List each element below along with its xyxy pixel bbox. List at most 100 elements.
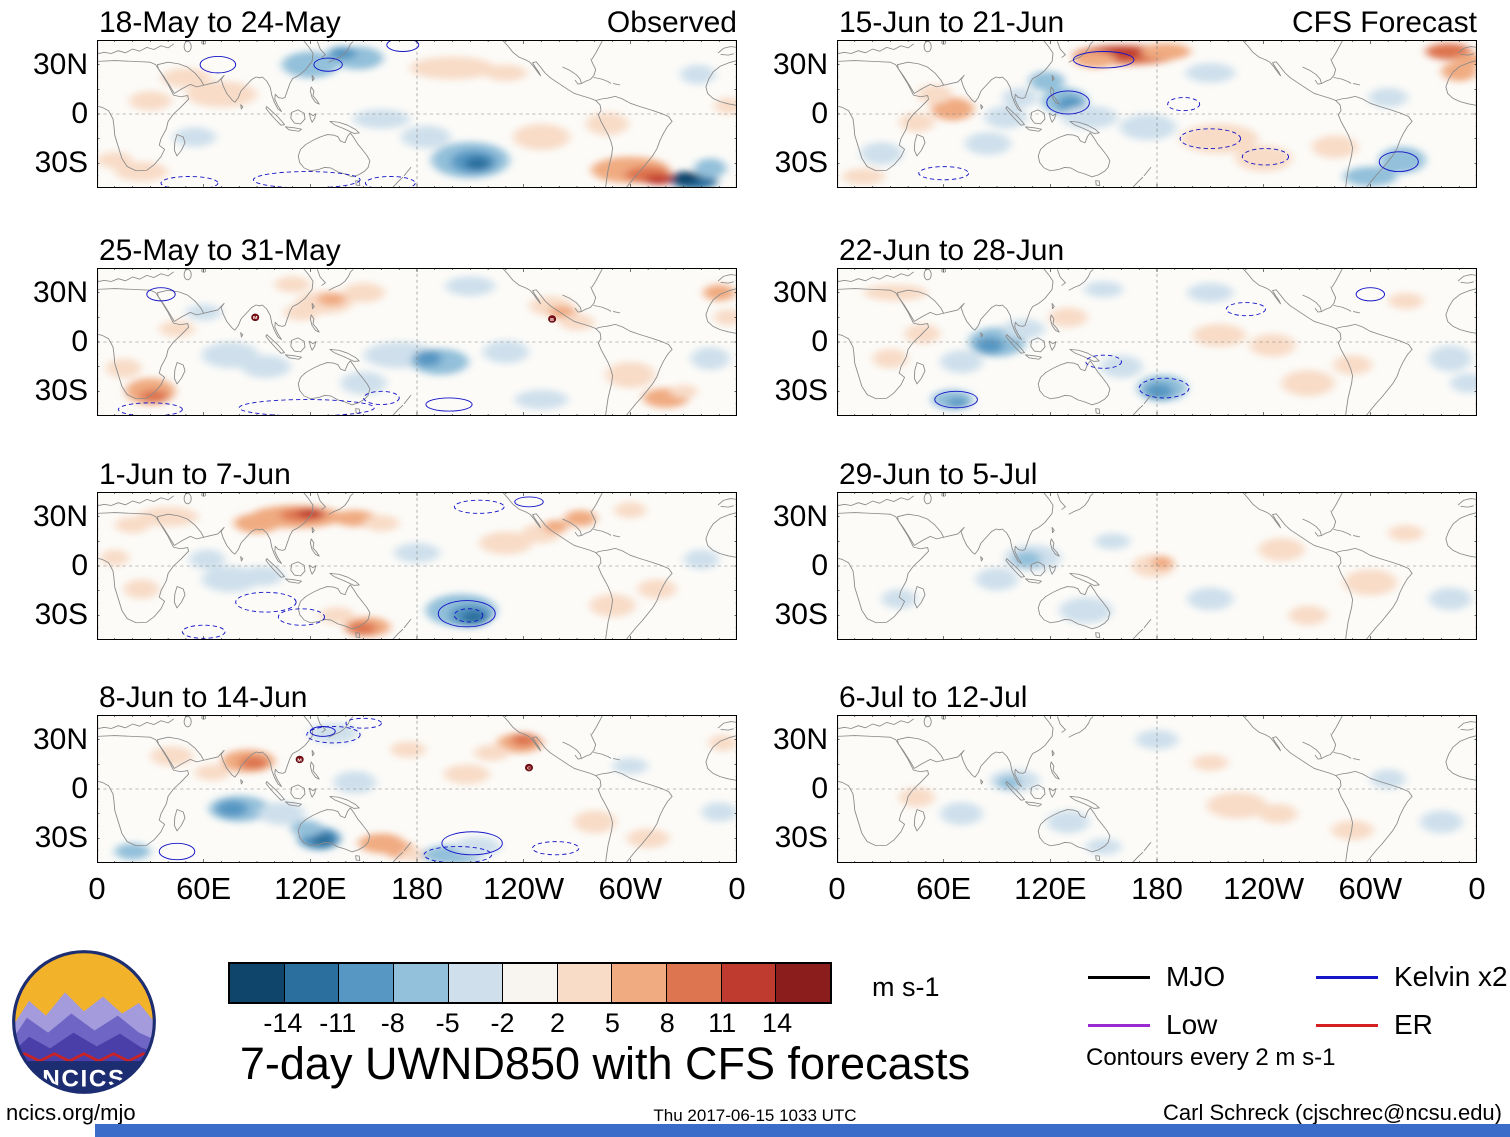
legend-label: Kelvin x2: [1394, 961, 1508, 992]
kelvin-contour: [363, 390, 400, 405]
svg-text:B: B: [550, 317, 554, 323]
kelvin-contour: [1072, 51, 1135, 69]
colorbar-tick-label: -2: [490, 1008, 515, 1038]
colorbar-segment: [447, 964, 503, 1002]
svg-text:M: M: [297, 757, 301, 763]
footer-site: ncics.org/mjo: [6, 1100, 136, 1125]
kelvin-contour: [277, 608, 326, 626]
colorbar-tick-label: 5: [604, 1008, 620, 1038]
kelvin-contour: [313, 57, 343, 72]
footer-credit: Carl Schreck (cjschrec@ncsu.edu): [1163, 1100, 1502, 1125]
x-axis-label: 120E: [274, 871, 347, 906]
y-axis-label: 0: [71, 325, 88, 358]
kelvin-contour: [306, 726, 361, 744]
kelvin-contour: [425, 397, 473, 412]
logo-red-line: [13, 1052, 155, 1063]
y-axis-label: 30N: [772, 722, 828, 756]
kelvin-contour: [453, 499, 505, 514]
kelvin-contour: [1085, 354, 1122, 369]
world-map: [837, 268, 1477, 416]
panel-date-range: 29-Jun to 5-Jul: [839, 458, 1038, 491]
panel-date-range: 6-Jul to 12-Jul: [839, 681, 1028, 714]
x-axis-label: 180: [391, 871, 443, 906]
colorbar-tick-label: 8: [659, 1008, 675, 1038]
kelvin-contour: [146, 287, 176, 302]
y-axis-label: 30S: [774, 374, 828, 408]
colorbar-segment: [392, 964, 448, 1002]
kelvin-contour: [514, 496, 544, 508]
y-axis-label: 30N: [32, 275, 88, 309]
map-panel: 25-May to 31-May 30N 0 30S M B: [12, 230, 737, 416]
legend-item: MJO: [1088, 958, 1316, 996]
kelvin-contour: [1167, 97, 1201, 112]
legend-label: Low: [1166, 1009, 1218, 1040]
world-map: MC: [97, 715, 737, 863]
kelvin-contour: [437, 600, 496, 628]
x-axis-label: 60E: [176, 871, 232, 906]
kelvin-contour: [386, 40, 420, 52]
svg-text:M: M: [253, 315, 257, 321]
kelvin-contour: [364, 176, 416, 188]
kelvin-contour: [252, 171, 361, 188]
logo-text: NCICS: [42, 1065, 126, 1092]
x-axis-label: 120W: [483, 871, 565, 906]
world-map: [97, 40, 737, 188]
x-axis-label: 0: [1468, 871, 1486, 906]
colorbar-segment: [556, 964, 612, 1002]
svg-text:C: C: [527, 766, 531, 772]
kelvin-contour: [309, 726, 336, 737]
y-axis-label: 30S: [774, 821, 828, 855]
kelvin-contour: [160, 176, 219, 188]
kelvin-contour: [345, 717, 382, 729]
world-map: [837, 492, 1477, 640]
colorbar-tick-label: 14: [762, 1008, 793, 1038]
map-panel: 18-May to 24-May Observed 30N 0 30S: [12, 2, 737, 188]
panel-source-label: Observed: [606, 6, 737, 39]
kelvin-contour: [918, 166, 970, 181]
kelvin-contour: [158, 842, 196, 861]
panel-date-range: 1-Jun to 7-Jun: [99, 458, 291, 491]
y-axis-label: 30N: [772, 47, 828, 81]
x-axis-label: 60W: [1338, 871, 1403, 906]
colorbar-tick-label: -14: [263, 1008, 303, 1038]
x-axis-label: 120E: [1014, 871, 1087, 906]
x-axis-label: 0: [728, 871, 746, 906]
colorbar-tick-label: -11: [319, 1008, 357, 1038]
panel-date-range: 15-Jun to 21-Jun: [839, 6, 1065, 39]
x-axis-label: 0: [88, 871, 106, 906]
kelvin-contour: [1378, 151, 1419, 173]
panel-date-range: 25-May to 31-May: [99, 234, 341, 267]
panel-date-range: 18-May to 24-May: [99, 6, 341, 39]
y-axis-label: 0: [71, 549, 88, 582]
map-panel: 6-Jul to 12-Jul 30N 0 30S: [752, 677, 1477, 863]
panel-source-label: CFS Forecast: [1291, 6, 1477, 39]
kelvin-contour: [934, 390, 978, 409]
colorbar: [228, 962, 832, 1004]
legend-label: MJO: [1166, 961, 1226, 992]
map-panel: 15-Jun to 21-Jun CFS Forecast 30N 0 30S: [752, 2, 1477, 188]
y-axis-label: 30S: [34, 598, 88, 632]
y-axis-label: 30S: [34, 821, 88, 855]
map-panel: 1-Jun to 7-Jun 30N 0 30S: [12, 454, 737, 640]
storm-marker: C: [524, 763, 533, 772]
x-axis-label: 60E: [916, 871, 972, 906]
bottom-blue-bar: [95, 1124, 1510, 1137]
legend-item: Low: [1088, 1006, 1316, 1044]
y-axis-label: 0: [811, 772, 828, 805]
legend-line-er: [1316, 1023, 1378, 1027]
world-map: [837, 715, 1477, 863]
legend-label: ER: [1394, 1009, 1433, 1040]
map-panel: 29-Jun to 5-Jul 30N 0 30S: [752, 454, 1477, 640]
footer-timestamp: Thu 2017-06-15 1033 UTC: [653, 1106, 857, 1125]
storm-marker: B: [548, 315, 557, 323]
kelvin-contour: [1179, 128, 1242, 149]
logo-ring: [12, 950, 156, 1094]
y-axis-label: 30S: [774, 146, 828, 180]
legend-note: Contours every 2 m s-1: [1086, 1044, 1336, 1071]
x-axis-label: 0: [828, 871, 846, 906]
colorbar-tick-label: 11: [708, 1008, 737, 1038]
kelvin-contour: [238, 399, 375, 416]
y-axis-label: 30S: [34, 374, 88, 408]
y-axis-label: 30S: [34, 146, 88, 180]
